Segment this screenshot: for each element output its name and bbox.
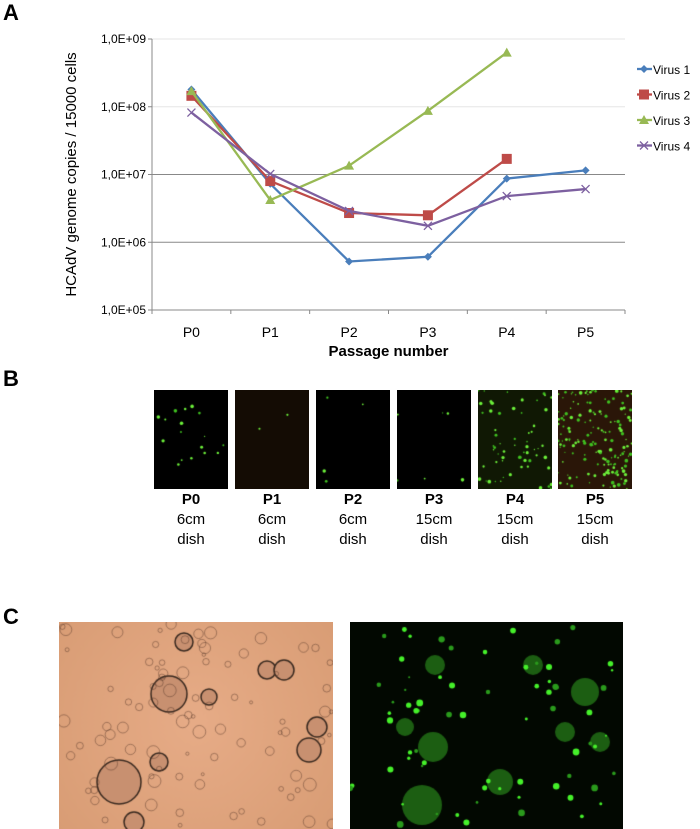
data-point-virus-3 [265, 195, 276, 205]
dish-size: 6cm [176, 511, 206, 528]
dish-size: 6cm [257, 511, 287, 528]
legend-marker-virus-2 [639, 89, 649, 100]
data-point-virus-4 [423, 221, 433, 231]
line-chart: 1,0E+05 1,0E+06 1,0E+07 1,0E+08 1,0E+09 P0 P1 P… [63, 32, 690, 360]
legend-label-virus-3: Virus 3 [653, 114, 690, 128]
x-tick-label: P4 [498, 324, 515, 340]
x-tick-label: P0 [183, 324, 200, 340]
legend-label-virus-4: Virus 4 [653, 140, 690, 154]
data-point-virus-4 [186, 108, 196, 118]
dish-unit: dish [339, 531, 367, 548]
data-point-virus-4 [344, 206, 354, 216]
data-point-virus-1 [423, 252, 432, 261]
passage-label: P1 [262, 491, 282, 508]
passage-image-p3 [397, 390, 471, 489]
passage-caption: P5 15cm dish [555, 490, 635, 550]
y-tick-label: 1,0E+08 [101, 100, 146, 114]
legend-label-virus-2: Virus 2 [653, 89, 690, 103]
y-tick-label: 1,0E+05 [101, 303, 146, 317]
passage-caption: P0 6cm dish [151, 490, 231, 550]
passage-caption: P1 6cm dish [232, 490, 312, 550]
passage-image-p1 [235, 390, 309, 489]
series-line-virus-4 [190, 111, 586, 227]
dish-unit: dish [258, 531, 286, 548]
passage-label: P3 [424, 491, 444, 508]
series-line-virus-3 [190, 51, 508, 202]
passage-image-p4 [478, 390, 552, 489]
legend-marker-virus-4 [639, 141, 649, 150]
passage-label: P2 [343, 491, 363, 508]
dish-unit: dish [420, 531, 448, 548]
passage-image-p5 [558, 390, 632, 489]
data-point-virus-2 [422, 210, 433, 221]
x-tick-label: P1 [262, 324, 279, 340]
legend-marker-virus-1 [640, 65, 648, 73]
passage-label: P5 [585, 491, 605, 508]
data-point-virus-4 [581, 184, 591, 194]
passage-image-p2 [316, 390, 390, 489]
data-point-virus-1 [502, 174, 511, 183]
legend-marker-virus-3 [639, 115, 649, 124]
data-point-virus-3 [422, 105, 433, 115]
x-tick-label: P2 [341, 324, 358, 340]
dish-size: 15cm [496, 511, 534, 528]
data-point-virus-4 [265, 169, 275, 179]
data-point-virus-1 [581, 166, 590, 175]
panel-b-label: B [3, 366, 19, 391]
brightfield-image [59, 622, 333, 829]
dish-size: 6cm [338, 511, 368, 528]
data-point-virus-2 [186, 90, 197, 101]
dish-unit: dish [501, 531, 529, 548]
dish-size: 15cm [576, 511, 614, 528]
passage-image-p0 [154, 390, 228, 489]
panel-c-label: C [3, 604, 19, 629]
x-tick-label: P5 [577, 324, 594, 340]
passage-caption: P2 6cm dish [313, 490, 393, 550]
dish-unit: dish [581, 531, 609, 548]
data-point-virus-3 [501, 47, 512, 57]
x-axis-label: Passage number [328, 343, 448, 360]
y-axis-label: HCAdV genome copies / 15000 cells [63, 52, 80, 296]
data-point-virus-1 [345, 257, 354, 266]
data-point-virus-3 [186, 86, 197, 96]
dish-size: 15cm [415, 511, 453, 528]
dish-unit: dish [177, 531, 205, 548]
data-point-virus-4 [502, 191, 512, 201]
data-point-virus-2 [344, 208, 355, 219]
passage-label: P0 [181, 491, 201, 508]
fluorescence-image [350, 622, 623, 829]
y-tick-label: 1,0E+06 [101, 235, 146, 249]
passage-caption: P4 15cm dish [475, 490, 555, 550]
passage-label: P4 [505, 491, 525, 508]
data-point-virus-3 [344, 160, 355, 170]
passage-caption: P3 15cm dish [394, 490, 474, 550]
data-point-virus-2 [501, 153, 512, 164]
series-line-virus-1 [190, 88, 586, 263]
y-tick-label: 1,0E+07 [101, 168, 146, 182]
x-tick-label: P3 [419, 324, 436, 340]
data-point-virus-2 [265, 176, 276, 187]
legend-label-virus-1: Virus 1 [653, 63, 690, 77]
panel-a-label: A [3, 0, 19, 25]
y-tick-label: 1,0E+09 [101, 32, 146, 46]
